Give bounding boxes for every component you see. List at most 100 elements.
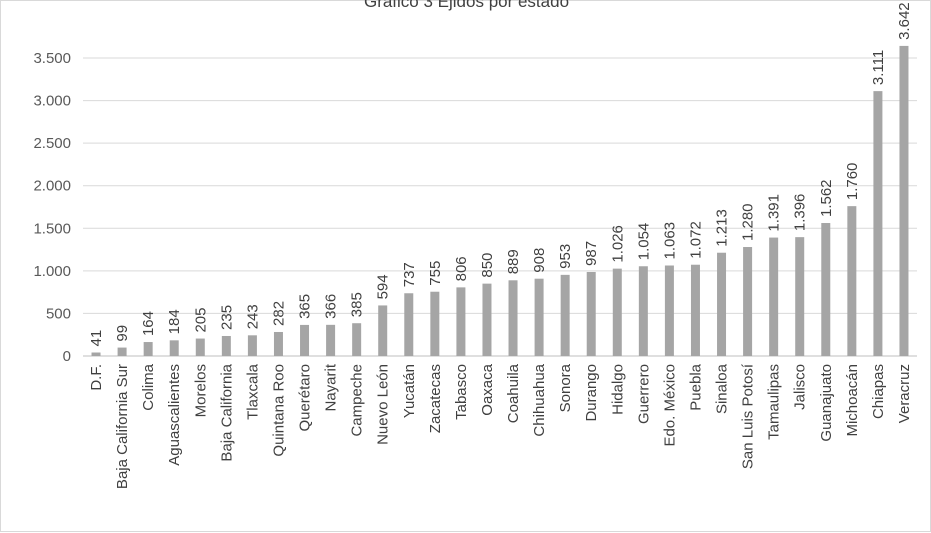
data-label: 385 [349, 292, 366, 317]
data-label: 1.026 [609, 225, 626, 263]
category-label: Baja California Sur [114, 364, 131, 489]
y-tick-label: 2.000 [33, 178, 71, 195]
data-label: 1.760 [844, 163, 861, 201]
category-label: Tlaxcala [244, 363, 261, 420]
data-label: 1.280 [740, 203, 757, 241]
bar [586, 271, 596, 356]
category-label: Chihuahua [531, 363, 548, 436]
data-label: 1.391 [766, 194, 783, 232]
bar [273, 331, 283, 356]
category-label: Chiapas [870, 364, 887, 419]
category-label: Colima [140, 363, 157, 410]
bar [534, 278, 544, 356]
data-label: 365 [297, 294, 314, 319]
category-label: Yucatán [401, 364, 418, 418]
category-label: Veracruz [896, 364, 913, 423]
category-label: Guerrero [635, 364, 652, 424]
bar [508, 280, 518, 356]
bar [326, 324, 336, 356]
category-label: Aguascalientes [166, 364, 183, 466]
category-label: Puebla [687, 363, 704, 410]
category-label: Hidalgo [609, 364, 626, 415]
category-label: Tabasco [453, 364, 470, 420]
y-tick-label: 500 [46, 305, 71, 322]
bar [404, 293, 414, 356]
bar [378, 305, 388, 356]
bar [560, 274, 570, 356]
y-tick-label: 3.000 [33, 93, 71, 110]
chart-title: Gráfico 3 Ejidos por estado [363, 0, 570, 11]
category-label: Morelos [192, 364, 209, 417]
category-label: Guanajuato [818, 364, 835, 442]
bar [612, 268, 622, 356]
bar [821, 223, 831, 356]
bar [873, 91, 883, 356]
data-label: 164 [140, 311, 157, 336]
data-label: 1.562 [818, 179, 835, 217]
data-label: 953 [557, 244, 574, 269]
data-label: 850 [479, 253, 496, 278]
data-label: 806 [453, 256, 470, 281]
category-label: Nayarit [323, 363, 340, 411]
data-label: 889 [505, 249, 522, 274]
y-tick-label: 0 [63, 348, 71, 365]
category-label: Baja California [218, 363, 235, 461]
category-label: Campeche [349, 364, 366, 437]
category-label: D.F. [88, 364, 105, 391]
category-label: Tamaulipas [766, 364, 783, 440]
data-label: 243 [244, 304, 261, 329]
bar [482, 283, 492, 356]
category-label: Oaxaca [479, 363, 496, 415]
bar [743, 247, 753, 356]
y-tick-label: 3.500 [33, 50, 71, 67]
data-label: 1.054 [635, 223, 652, 261]
data-label: 1.213 [714, 209, 731, 247]
data-label: 737 [401, 262, 418, 287]
category-label: Zacatecas [427, 364, 444, 433]
category-label: Edo. México [661, 364, 678, 447]
category-label: Sonora [557, 363, 574, 412]
category-label: Coahuila [505, 363, 522, 423]
category-label: Nuevo León [375, 364, 392, 445]
bar [456, 287, 466, 356]
category-label: Durango [583, 364, 600, 422]
bar [899, 45, 909, 356]
data-label: 99 [114, 325, 131, 342]
category-label: Jalisco [792, 364, 809, 410]
data-label: 205 [192, 308, 209, 333]
bar [430, 291, 440, 356]
bar [247, 335, 257, 356]
bar [769, 237, 779, 356]
data-label: 184 [166, 309, 183, 334]
bar [195, 338, 205, 356]
bar [300, 324, 310, 356]
data-label: 235 [218, 305, 235, 330]
bar [91, 352, 101, 356]
bar [143, 342, 153, 356]
category-label: Michoacán [844, 364, 861, 437]
category-label: San Luis Potosí [740, 363, 757, 469]
data-label: 3.642 [896, 2, 913, 40]
y-tick-label: 1.500 [33, 220, 71, 237]
data-label: 987 [583, 241, 600, 266]
y-tick-label: 1.000 [33, 263, 71, 280]
bar [664, 265, 674, 356]
data-label: 1.396 [792, 194, 809, 232]
category-label: Sinaloa [714, 363, 731, 414]
data-label: 3.111 [870, 50, 887, 85]
bar [352, 323, 362, 356]
bar [690, 264, 700, 356]
data-label: 755 [427, 261, 444, 286]
bar [795, 237, 805, 356]
data-label: 594 [375, 274, 392, 299]
data-label: 1.072 [687, 221, 704, 259]
data-label: 41 [88, 330, 105, 347]
bar [117, 347, 127, 356]
data-label: 908 [531, 248, 548, 273]
category-label: Quintana Roo [270, 364, 287, 457]
data-label: 1.063 [661, 222, 678, 260]
data-label: 282 [270, 301, 287, 326]
bar [717, 252, 727, 356]
